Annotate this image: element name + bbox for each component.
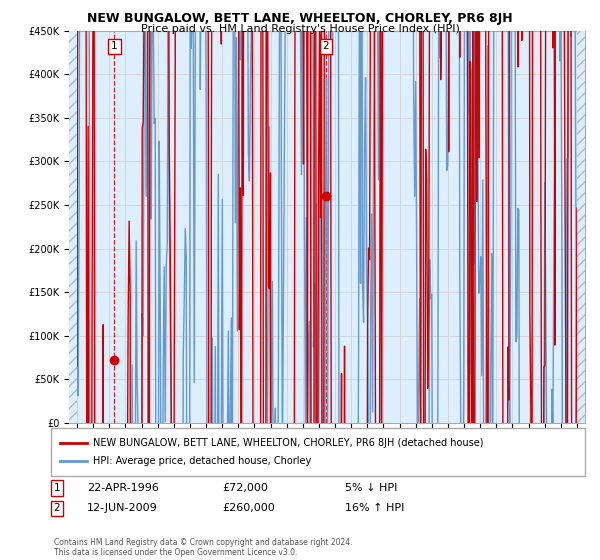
Text: 2: 2 [53,503,61,514]
Text: HPI: Average price, detached house, Chorley: HPI: Average price, detached house, Chor… [93,456,311,466]
Bar [577,31,585,423]
Text: 12-JUN-2009: 12-JUN-2009 [87,503,158,514]
Text: NEW BUNGALOW, BETT LANE, WHEELTON, CHORLEY, PR6 8JH (detached house): NEW BUNGALOW, BETT LANE, WHEELTON, CHORL… [93,437,484,447]
Text: NEW BUNGALOW, BETT LANE, WHEELTON, CHORLEY, PR6 8JH: NEW BUNGALOW, BETT LANE, WHEELTON, CHORL… [87,12,513,25]
Text: 1: 1 [53,483,61,493]
Text: 22-APR-1996: 22-APR-1996 [87,483,159,493]
Text: £72,000: £72,000 [222,483,268,493]
Bar [69,31,77,423]
Text: Price paid vs. HM Land Registry's House Price Index (HPI): Price paid vs. HM Land Registry's House … [140,24,460,34]
Text: 16% ↑ HPI: 16% ↑ HPI [345,503,404,514]
Text: 1: 1 [111,41,118,52]
Text: Contains HM Land Registry data © Crown copyright and database right 2024.
This d: Contains HM Land Registry data © Crown c… [54,538,353,557]
Text: 2: 2 [323,41,329,52]
Text: 5% ↓ HPI: 5% ↓ HPI [345,483,397,493]
Text: £260,000: £260,000 [222,503,275,514]
